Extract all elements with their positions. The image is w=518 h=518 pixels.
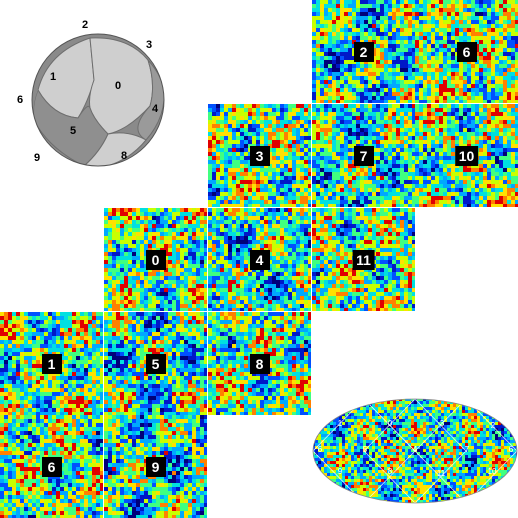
mollweide-label-6-left: 6 bbox=[318, 445, 323, 454]
globe-label-4: 4 bbox=[152, 103, 159, 115]
tile-11-map bbox=[312, 208, 415, 311]
mollweide-outline bbox=[312, 398, 518, 504]
globe-label-1: 1 bbox=[50, 71, 57, 83]
healpix-tile-0: 0 bbox=[104, 208, 207, 311]
tile-3-label: 3 bbox=[249, 145, 270, 166]
healpix-tile-10: 10 bbox=[415, 104, 518, 207]
mollweide-label-3: 3 bbox=[440, 419, 445, 428]
tile-3-map bbox=[208, 104, 311, 207]
mollweide-label-11: 11 bbox=[437, 469, 446, 478]
mollweide-label-5: 5 bbox=[363, 445, 368, 454]
mollweide-label-7: 7 bbox=[465, 445, 470, 454]
tile-6-bottom-map bbox=[0, 415, 103, 518]
tile-9-label: 9 bbox=[145, 456, 166, 477]
mollweide-label-10: 10 bbox=[488, 467, 497, 476]
mollweide-label-8: 8 bbox=[388, 467, 393, 476]
tile-2-label: 2 bbox=[353, 41, 374, 62]
healpix-tile-11: 11 bbox=[312, 208, 415, 311]
healpix-tile-6-bottom: 6 bbox=[0, 415, 103, 518]
globe-face-8 bbox=[83, 132, 147, 166]
healpix-tile-7: 7 bbox=[312, 104, 415, 207]
mollweide-label-0: 0 bbox=[388, 419, 393, 428]
globe-label-8: 8 bbox=[121, 150, 128, 162]
globe-label-9: 9 bbox=[34, 152, 41, 164]
mollweide-label-9: 9 bbox=[338, 467, 343, 476]
tile-6-top-label: 6 bbox=[456, 41, 477, 62]
mollweide-grid-line bbox=[414, 399, 517, 503]
mollweide-label-2: 2 bbox=[491, 421, 496, 430]
healpix-tile-1: 1 bbox=[0, 312, 103, 415]
healpix-tile-2: 2 bbox=[312, 0, 415, 103]
globe-label-6: 6 bbox=[17, 94, 24, 106]
mollweide-label-1: 1 bbox=[338, 419, 343, 428]
tile-5-map bbox=[104, 312, 207, 415]
healpix-tile-6-top: 6 bbox=[415, 0, 518, 103]
globe-label-3: 3 bbox=[146, 39, 153, 51]
globe-outline bbox=[31, 33, 165, 167]
tile-11-label: 11 bbox=[352, 249, 375, 270]
tile-5-label: 5 bbox=[145, 353, 166, 374]
mollweide-grid-line bbox=[363, 399, 467, 503]
tile-8-label: 8 bbox=[249, 353, 270, 374]
healpix-tile-3: 3 bbox=[208, 104, 311, 207]
healpix-tile-5: 5 bbox=[104, 312, 207, 415]
tile-10-label: 10 bbox=[454, 145, 479, 166]
tile-6-top-map bbox=[415, 0, 518, 103]
tile-7-label: 7 bbox=[353, 145, 374, 166]
mollweide-label-6-right: 6 bbox=[509, 445, 514, 454]
globe-face-4 bbox=[137, 59, 164, 141]
mollweide-label-4: 4 bbox=[413, 445, 418, 454]
globe-label-5: 5 bbox=[70, 125, 77, 137]
mollweide-sky-map: 1 0 3 2 6 5 4 7 6 9 8 11 10 bbox=[312, 398, 518, 504]
healpix-tile-4: 4 bbox=[208, 208, 311, 311]
tile-10-map bbox=[415, 104, 518, 207]
healpix-globe-diagram bbox=[31, 33, 165, 167]
globe-label-2: 2 bbox=[82, 19, 89, 31]
healpix-tile-8: 8 bbox=[208, 312, 311, 415]
healpix-tile-9: 9 bbox=[104, 415, 207, 518]
tile-6-bottom-label: 6 bbox=[41, 456, 62, 477]
tile-0-label: 0 bbox=[145, 249, 166, 270]
tile-4-label: 4 bbox=[249, 249, 270, 270]
globe-label-0: 0 bbox=[115, 80, 122, 92]
tile-1-label: 1 bbox=[41, 353, 62, 374]
